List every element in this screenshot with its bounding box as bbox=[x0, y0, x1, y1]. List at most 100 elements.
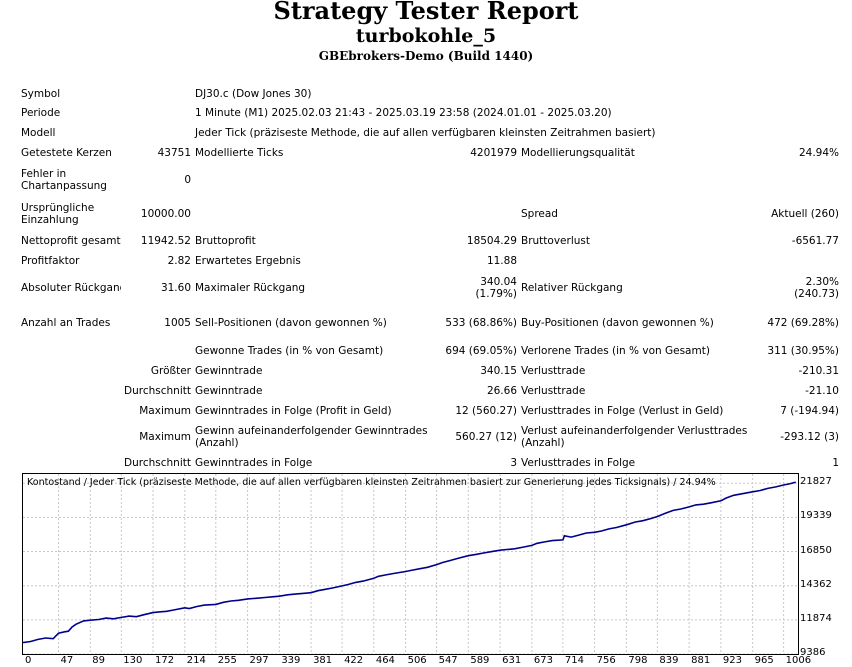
report-label: Ursprüngliche Einzahlung bbox=[19, 197, 121, 231]
cell-text: Relativer Rückgang bbox=[521, 282, 623, 294]
x-tick-label: 464 bbox=[375, 655, 395, 666]
report-label: Gewinntrade bbox=[193, 361, 443, 381]
cell-text: Durchschnitt bbox=[124, 457, 191, 469]
report-value: 18504.29 bbox=[443, 231, 519, 251]
cell-text: 694 (69.05%) bbox=[445, 345, 517, 357]
report-value bbox=[759, 163, 841, 197]
cell-text-secondary: (1.79%) bbox=[475, 288, 517, 300]
cell-text: Durchschnitt bbox=[124, 385, 191, 397]
cell-text: 472 (69.28%) bbox=[767, 317, 839, 329]
x-tick-label: 589 bbox=[470, 655, 490, 666]
report-label bbox=[19, 453, 121, 473]
cell-text: 1005 bbox=[164, 317, 191, 329]
broker-info: GBEbrokers-Demo (Build 1440) bbox=[318, 49, 534, 63]
cell-text: Buy-Positionen (davon gewonnen %) bbox=[521, 317, 714, 329]
report-value: -210.31 bbox=[759, 361, 841, 381]
report-label: 1 Minute (M1) 2025.02.03 21:43 - 2025.03… bbox=[193, 103, 841, 123]
balance-chart-plot bbox=[23, 474, 798, 654]
y-tick-label: 11874 bbox=[800, 612, 832, 624]
report-value: 311 (30.95%) bbox=[759, 341, 841, 361]
report-row: Anzahl an Trades 1005 Sell-Positionen (dav… bbox=[19, 305, 841, 341]
report-value: 0 bbox=[121, 163, 193, 197]
report-row: Symbol DJ30.c (Dow Jones 30) bbox=[19, 84, 841, 103]
cell-text: Bruttoverlust bbox=[521, 235, 590, 247]
cell-text: 31.60 bbox=[160, 282, 191, 294]
report-title: Strategy Tester Report bbox=[273, 0, 579, 25]
x-tick-label: 47 bbox=[60, 655, 74, 666]
cell-text: 2.30% bbox=[805, 276, 839, 288]
cell-text: Größter bbox=[150, 365, 191, 377]
report-value: 4201979 bbox=[443, 143, 519, 163]
cell-text: Verlust aufeinanderfolgender Verlusttrad… bbox=[521, 425, 748, 449]
cell-text: Aktuell (260) bbox=[771, 208, 839, 220]
x-tick-label: 965 bbox=[754, 655, 774, 666]
cell-text: DJ30.c (Dow Jones 30) bbox=[195, 87, 312, 100]
report-label bbox=[519, 251, 759, 271]
cell-text: 340.04 bbox=[480, 276, 517, 288]
report-label: Modellierungsqualität bbox=[519, 143, 759, 163]
report-label: Maximaler Rückgang bbox=[193, 271, 443, 305]
report-label: Modell bbox=[19, 123, 121, 143]
cell-text: Verlorene Trades (in % von Gesamt) bbox=[521, 345, 710, 357]
report-label: Bruttoprofit bbox=[193, 231, 443, 251]
report-row: Durchschnitt Gewinntrade 26.66 Verlusttrade… bbox=[19, 381, 841, 401]
x-tick-label: 923 bbox=[722, 655, 742, 666]
report-label: Bruttoverlust bbox=[519, 231, 759, 251]
cell-text: -293.12 (3) bbox=[780, 431, 839, 443]
cell-text: Periode bbox=[21, 107, 61, 119]
report-value bbox=[443, 197, 519, 231]
cell-text: 7 (-194.94) bbox=[780, 405, 839, 417]
report-row: Maximum Gewinn aufeinanderfolgender Gewin… bbox=[19, 421, 841, 453]
report-value: 533 (68.86%) bbox=[443, 305, 519, 341]
x-tick-label: 422 bbox=[344, 655, 364, 666]
report-label: Fehler in Chartanpassung bbox=[19, 163, 121, 197]
x-tick-label: 339 bbox=[281, 655, 301, 666]
cell-text: Gewinntrades in Folge bbox=[195, 457, 313, 469]
report-row: Periode 1 Minute (M1) 2025.02.03 21:43 - … bbox=[19, 103, 841, 123]
cell-text: 3 bbox=[510, 457, 517, 469]
x-tick-label: 214 bbox=[186, 655, 206, 666]
report-value: 10000.00 bbox=[121, 197, 193, 231]
report-label bbox=[19, 401, 121, 421]
x-tick-label: 798 bbox=[628, 655, 648, 666]
report-value: 1005 bbox=[121, 305, 193, 341]
cell-text: 0 bbox=[184, 174, 191, 186]
report-value: -21.10 bbox=[759, 381, 841, 401]
report-row: Maximum Gewinntrades in Folge (Profit in … bbox=[19, 401, 841, 421]
report-value: 560.27 (12) bbox=[443, 421, 519, 453]
balance-line bbox=[23, 481, 796, 644]
cell-text: Gewinntrade bbox=[195, 365, 263, 377]
report-label: Relativer Rückgang bbox=[519, 271, 759, 305]
cell-text: Maximum bbox=[139, 431, 191, 443]
report-row: Größter Gewinntrade 340.15 Verlusttrade -210… bbox=[19, 361, 841, 381]
cell-text: -210.31 bbox=[798, 365, 839, 377]
report-value: 11.88 bbox=[443, 251, 519, 271]
report-value: 1 bbox=[759, 453, 841, 473]
report-value: -6561.77 bbox=[759, 231, 841, 251]
report-row: Absoluter Rückgang 31.60 Maximaler Rückgan… bbox=[19, 271, 841, 305]
report-label bbox=[519, 163, 759, 197]
report-label: Anzahl an Trades bbox=[19, 305, 121, 341]
report-label bbox=[19, 361, 121, 381]
report-label: Verlusttrades in Folge (Verlust in Geld) bbox=[519, 401, 759, 421]
cell-text: Absoluter Rückgang bbox=[21, 282, 121, 294]
cell-text: Maximaler Rückgang bbox=[195, 282, 306, 294]
cell-text: 43751 bbox=[157, 147, 191, 159]
cell-text: 560.27 (12) bbox=[455, 431, 517, 443]
cell-text: 10000.00 bbox=[140, 208, 191, 220]
chart-title: Kontostand / Jeder Tick (präziseste Meth… bbox=[27, 477, 716, 488]
report-value: 43751 bbox=[121, 143, 193, 163]
report-label: Spread bbox=[519, 197, 759, 231]
report-label: Verlusttrade bbox=[519, 361, 759, 381]
y-tick-label: 21827 bbox=[800, 476, 832, 488]
report-label bbox=[19, 341, 121, 361]
cell-text: Verlusttrades in Folge bbox=[521, 457, 636, 469]
report-label bbox=[193, 163, 443, 197]
report-subtitle: turbokohle_5 bbox=[355, 25, 497, 47]
cell-text: Verlusttrade bbox=[521, 365, 586, 377]
cell-text: Fehler in Chartanpassung bbox=[21, 168, 107, 192]
cell-text: 340.15 bbox=[480, 365, 517, 377]
cell-text: 311 (30.95%) bbox=[767, 345, 839, 357]
cell-text: Anzahl an Trades bbox=[21, 317, 111, 329]
report-value: 340.04 (1.79%) bbox=[443, 271, 519, 305]
